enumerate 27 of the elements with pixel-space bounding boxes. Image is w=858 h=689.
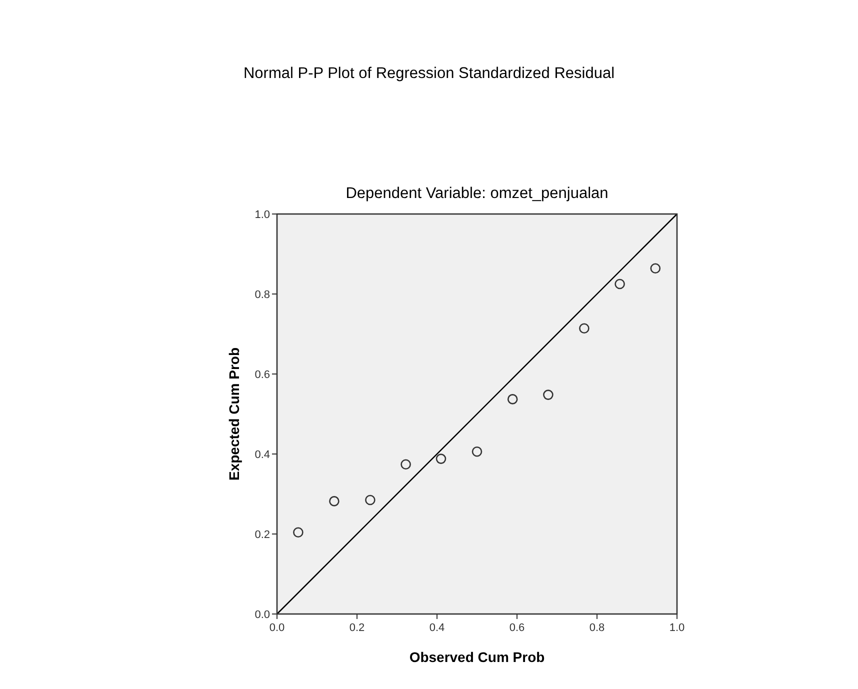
- point: [329, 496, 340, 506]
- point: [400, 459, 411, 470]
- point: [650, 263, 661, 274]
- x-tick-label: 0.0: [269, 622, 285, 634]
- point: [293, 527, 304, 538]
- x-tick-label: 0.6: [509, 622, 525, 634]
- point: [579, 323, 590, 334]
- x-tick-label: 1.0: [669, 622, 685, 634]
- y-tick-label: 0.8: [254, 289, 270, 301]
- y-tick-label: 0.6: [254, 369, 270, 381]
- chart-subtitle: Dependent Variable: omzet_penjualan: [346, 185, 608, 202]
- point: [614, 278, 625, 290]
- point: [507, 394, 518, 404]
- y-axis-title: Expected Cum Prob: [226, 347, 242, 481]
- x-axis-title: Observed Cum Prob: [409, 649, 545, 665]
- y-tick-label: 1.0: [254, 209, 270, 221]
- point: [472, 446, 482, 457]
- y-tick-label: 0.2: [254, 529, 270, 541]
- point: [543, 390, 554, 400]
- y-tick-label: 0.4: [254, 449, 270, 461]
- x-tick-label: 0.2: [349, 622, 365, 634]
- x-tick-label: 0.8: [589, 622, 605, 634]
- chart-title: Normal P-P Plot of Regression Standardized Residual: [243, 65, 615, 82]
- point: [365, 494, 376, 506]
- y-tick-label: 0.0: [254, 609, 270, 621]
- x-tick-label: 0.4: [429, 622, 445, 634]
- point: [436, 454, 446, 464]
